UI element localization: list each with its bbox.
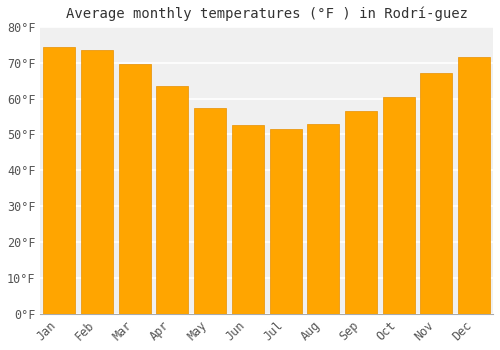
Bar — [458, 57, 490, 314]
Bar — [81, 50, 113, 314]
Bar — [382, 97, 415, 314]
Bar — [43, 47, 75, 314]
Bar — [420, 74, 452, 314]
Title: Average monthly temperatures (°F ) in Rodrí-guez: Average monthly temperatures (°F ) in Ro… — [66, 7, 468, 21]
Bar — [307, 124, 340, 314]
Bar — [118, 64, 150, 314]
Bar — [345, 111, 377, 314]
Bar — [156, 86, 188, 314]
Bar — [232, 125, 264, 314]
Bar — [270, 129, 302, 314]
Bar — [194, 107, 226, 314]
